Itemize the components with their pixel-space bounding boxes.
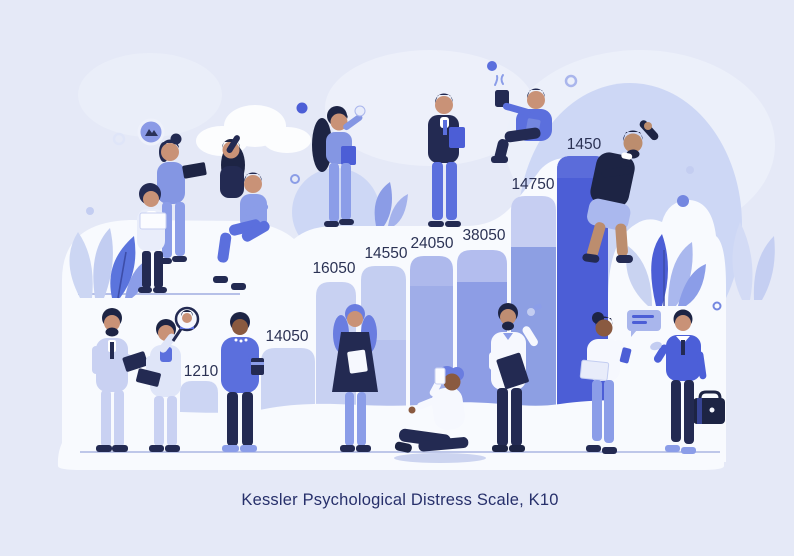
bar-labels: 1210 14050 16050 14550 24050 38050 14750… — [184, 136, 602, 380]
chart-title: Kessler Psychological Distress Scale, K1… — [241, 491, 558, 509]
plant-right — [626, 234, 706, 306]
dot — [487, 61, 497, 71]
figure-man-sitting-on-slope — [213, 172, 270, 290]
figure-man-leaning-on-tall-bar — [582, 120, 659, 263]
ring-dot — [564, 74, 578, 88]
background-blob — [78, 53, 222, 137]
figure-person-sitting-on-floor-with-phone — [394, 366, 486, 463]
figure-man-sitting-with-coffee — [491, 74, 552, 163]
figure-woman-holding-laptop-and-phone — [579, 312, 632, 454]
bar-label-2: 14050 — [265, 328, 308, 345]
figure-man-white-shirt-clipboard — [489, 303, 542, 452]
cloud — [196, 105, 311, 156]
dot — [296, 102, 308, 114]
plant-mid — [374, 182, 408, 226]
bar-label-7: 14750 — [511, 176, 554, 193]
picture-badge-icon — [137, 118, 165, 146]
plant-far-right — [732, 222, 775, 300]
figure-man-blue-polo-with-briefcase — [650, 309, 725, 454]
speech-bubble-icon — [627, 310, 661, 337]
bar-label-8: 1450 — [567, 136, 602, 153]
ring-dot — [712, 301, 722, 311]
dot — [86, 207, 94, 215]
bar-label-5: 24050 — [410, 235, 453, 252]
magnifying-glass-face-icon — [171, 306, 200, 342]
dot — [677, 195, 689, 207]
figure-woman-scratching-head — [220, 135, 245, 198]
figure-short-person-holding-laptop — [137, 183, 167, 293]
figure-man-standing-with-book — [428, 93, 465, 227]
dot — [686, 166, 694, 174]
figure-woman-with-magnifying-glass — [136, 306, 200, 452]
figure-man-blue-sweater-with-cup — [221, 312, 264, 452]
bar-label-1: 1210 — [184, 363, 219, 380]
bar-label-4: 14550 — [364, 245, 407, 262]
ring-dot — [112, 132, 126, 146]
figure-bearded-man-light-suit-tablet — [92, 308, 148, 452]
briefcase — [693, 390, 725, 424]
figure-woman-long-hair-holding-tablet — [312, 105, 366, 227]
bar-label-3: 16050 — [312, 260, 355, 277]
bar-label-6: 38050 — [462, 227, 505, 244]
figure-woman-dark-tunic-notepad — [332, 304, 378, 452]
background-blob — [325, 50, 535, 166]
figure-woman-with-bun-holding-tablet — [157, 133, 207, 264]
ring-dot — [290, 174, 300, 184]
